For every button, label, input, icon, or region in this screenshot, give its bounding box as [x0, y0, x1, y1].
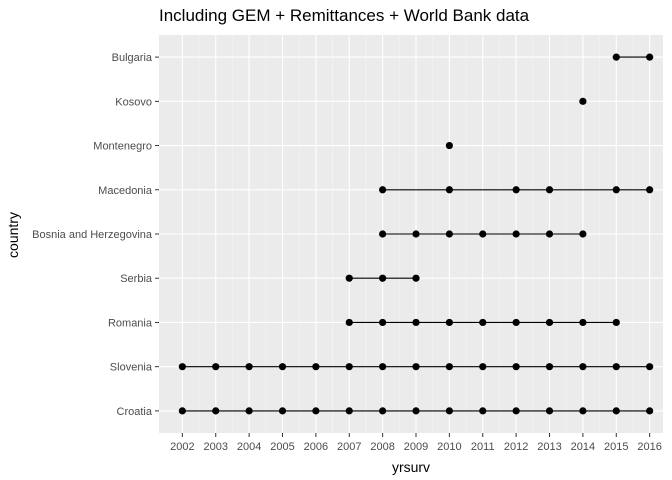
y-tick-label: Romania [108, 317, 153, 329]
x-axis-title: yrsurv [392, 459, 430, 475]
y-tick-label: Montenegro [93, 141, 152, 153]
data-point [412, 407, 420, 415]
x-tick-label: 2016 [637, 441, 661, 453]
y-axis-title: country [5, 212, 21, 258]
data-point [445, 318, 453, 327]
data-point [379, 230, 387, 238]
x-tick-label: 2013 [537, 441, 561, 453]
data-point [345, 318, 353, 327]
data-point [479, 318, 487, 327]
data-point [312, 363, 320, 371]
data-point [379, 274, 387, 282]
data-point [245, 407, 253, 415]
y-tick-label: Bulgaria [112, 52, 153, 64]
data-point [579, 407, 587, 415]
x-tick-label: 2014 [571, 441, 595, 453]
data-point [579, 363, 587, 371]
data-point [479, 407, 487, 415]
x-tick-label: 2007 [337, 441, 361, 453]
data-point [212, 363, 220, 371]
data-point [345, 363, 353, 371]
data-point [178, 363, 186, 371]
x-tick-label: 2004 [237, 441, 261, 453]
x-tick-label: 2009 [404, 441, 428, 453]
y-tick-label: Serbia [120, 273, 153, 285]
data-point [646, 407, 654, 415]
data-point [245, 363, 253, 371]
data-point [512, 407, 520, 415]
data-point [178, 407, 186, 415]
x-tick-label: 2005 [270, 441, 294, 453]
data-point [312, 407, 320, 415]
data-point [379, 407, 387, 415]
chart-title: Including GEM + Remittances + World Bank… [159, 6, 530, 25]
data-point [612, 407, 620, 415]
data-point [612, 53, 620, 61]
x-tick-label: 2010 [437, 441, 461, 453]
x-tick-label: 2015 [604, 441, 628, 453]
data-point [379, 318, 387, 327]
data-point [646, 53, 654, 61]
data-point [412, 274, 420, 282]
data-point [579, 230, 587, 238]
data-point [512, 363, 520, 371]
data-point [445, 186, 453, 194]
data-point [512, 186, 520, 194]
data-point [545, 318, 554, 327]
y-tick-label: Slovenia [110, 362, 153, 374]
x-tick-label: 2012 [504, 441, 528, 453]
x-tick-label: 2008 [370, 441, 394, 453]
data-point [545, 407, 554, 415]
data-points [178, 53, 654, 415]
x-tick-label: 2006 [304, 441, 328, 453]
y-axis-ticks: Croatia Slovenia Romania Serbia Bosnia and H… [32, 52, 159, 418]
data-point [412, 230, 420, 238]
data-point [612, 186, 620, 194]
data-point [479, 363, 487, 371]
data-point [479, 230, 487, 238]
data-point [412, 363, 420, 371]
data-point [445, 230, 453, 238]
data-point [445, 407, 453, 415]
y-tick-label: Kosovo [115, 96, 152, 108]
x-tick-label: 2011 [471, 441, 495, 453]
x-tick-label: 2003 [203, 441, 227, 453]
data-point [545, 363, 554, 371]
data-point [345, 407, 353, 415]
data-point [278, 363, 287, 371]
data-point [379, 186, 387, 194]
data-point [646, 363, 654, 371]
data-point [345, 274, 353, 282]
data-point [445, 363, 453, 371]
data-point [579, 318, 587, 327]
x-tick-label: 2002 [170, 441, 194, 453]
data-point [379, 363, 387, 371]
data-point [512, 318, 520, 327]
data-point [545, 186, 554, 194]
data-point [512, 230, 520, 238]
data-point [412, 318, 420, 327]
y-tick-label: Croatia [117, 406, 153, 418]
data-point [646, 186, 654, 194]
data-point [612, 318, 620, 327]
data-point [278, 407, 287, 415]
data-point [212, 407, 220, 415]
y-tick-label: Macedonia [98, 185, 153, 197]
data-point [579, 97, 587, 105]
data-point [545, 230, 554, 238]
y-tick-label: Bosnia and Herzegovina [32, 229, 153, 241]
x-axis-ticks: 2002 2003 2004 2005 2006 2007 2008 2009 2010 2011… [170, 433, 662, 453]
data-point [612, 363, 620, 371]
data-point [445, 141, 453, 150]
